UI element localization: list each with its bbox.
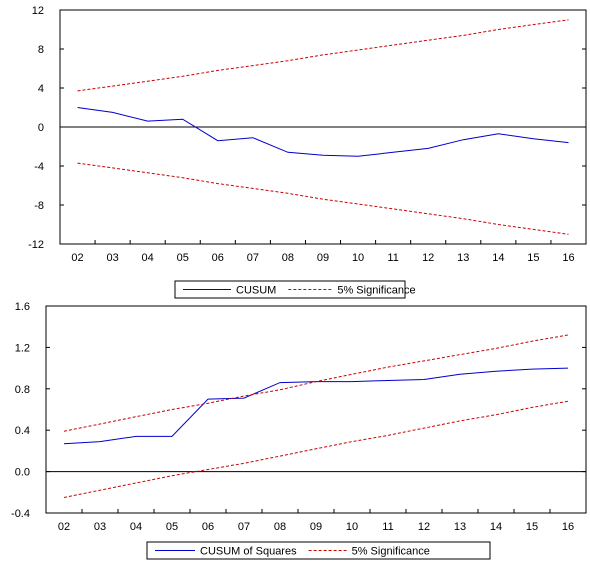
x-tick-label: 12 — [418, 521, 430, 533]
x-tick-label: 14 — [492, 252, 504, 264]
legend-label: CUSUM of Squares — [200, 546, 297, 558]
x-tick-label: 15 — [526, 521, 538, 533]
y-tick-label: 0 — [38, 122, 44, 134]
x-tick-label: 04 — [142, 252, 154, 264]
series-line-2 — [77, 162, 569, 235]
legend-label: 5% Significance — [337, 285, 415, 297]
y-tick-label: 1.2 — [15, 342, 30, 354]
series-line-2 — [63, 400, 569, 498]
x-tick-label: 07 — [247, 252, 259, 264]
y-tick-label: 1.6 — [15, 301, 30, 313]
x-tick-label: 07 — [238, 521, 250, 533]
y-tick-label: 8 — [38, 44, 44, 56]
x-tick-label: 15 — [527, 252, 539, 264]
x-tick-label: 16 — [562, 521, 574, 533]
x-tick-label: 16 — [562, 252, 574, 264]
x-tick-label: 02 — [71, 252, 83, 264]
x-tick-label: 12 — [422, 252, 434, 264]
legend-label: 5% Significance — [352, 546, 430, 558]
x-tick-label: 05 — [177, 252, 189, 264]
x-tick-label: 09 — [317, 252, 329, 264]
y-tick-label: 12 — [32, 5, 44, 17]
x-tick-label: 13 — [457, 252, 469, 264]
series-line-1 — [77, 19, 569, 92]
x-tick-label: 11 — [382, 521, 393, 533]
y-tick-label: 4 — [38, 83, 44, 95]
x-tick-label: 11 — [387, 252, 398, 264]
x-tick-label: 13 — [454, 521, 466, 533]
y-tick-label: -4 — [34, 161, 44, 173]
x-tick-label: 08 — [274, 521, 286, 533]
series-line-0 — [63, 367, 569, 445]
x-tick-label: 05 — [166, 521, 178, 533]
cusum-chart: 12 8 4 0 -4 -8 -12 02 03 04 05 06 07 08 09 10 11 12 13 14 15… — [28, 5, 587, 299]
y-tick-label: -0.4 — [11, 508, 30, 520]
x-tick-label: 04 — [130, 521, 142, 533]
cusum-of-squares-chart: 1.6 1.2 0.8 0.4 0.0 -0.4 02 03 04 05 06 07 08 09 10 11 1… — [11, 301, 587, 560]
y-tick-label: 0.0 — [15, 467, 30, 479]
x-tick-label: 14 — [490, 521, 502, 533]
x-tick-label: 06 — [212, 252, 224, 264]
x-tick-label: 03 — [94, 521, 106, 533]
x-tick-label: 06 — [202, 521, 214, 533]
x-tick-label: 03 — [106, 252, 118, 264]
y-tick-label: 0.8 — [15, 384, 30, 396]
plot-frame — [45, 305, 587, 514]
y-tick-label: 0.4 — [15, 425, 30, 437]
series-line-0 — [77, 107, 569, 157]
y-tick-label: -8 — [34, 200, 44, 212]
legend-label: CUSUM — [236, 285, 276, 297]
x-tick-label: 10 — [352, 252, 364, 264]
x-tick-label: 09 — [310, 521, 322, 533]
x-tick-label: 10 — [346, 521, 358, 533]
x-tick-label: 02 — [58, 521, 70, 533]
series-line-1 — [63, 334, 569, 432]
y-tick-label: -12 — [28, 239, 44, 251]
x-tick-label: 08 — [282, 252, 294, 264]
legend-box — [146, 541, 491, 560]
